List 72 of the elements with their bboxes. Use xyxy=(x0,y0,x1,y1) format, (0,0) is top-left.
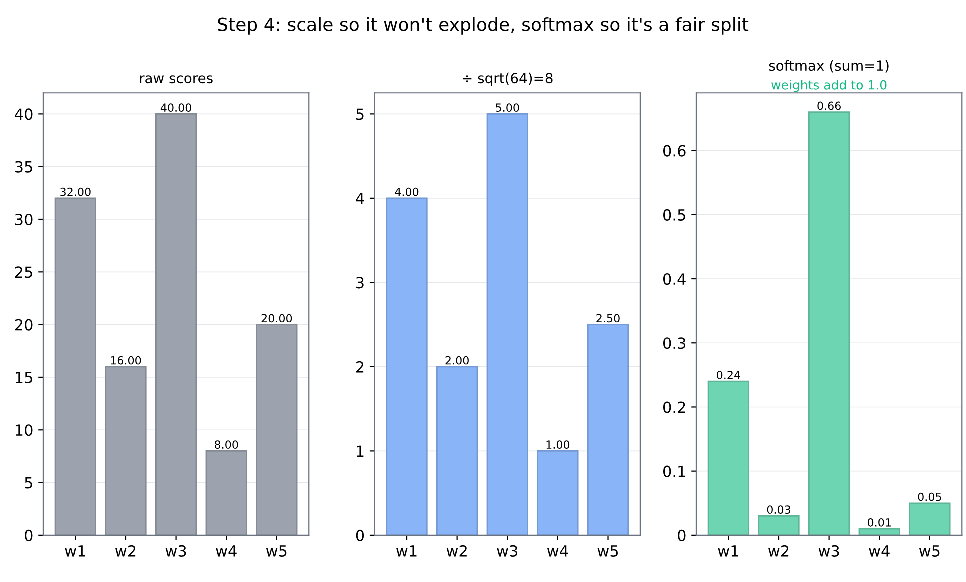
x-tick-label: w2 xyxy=(446,545,467,557)
bar xyxy=(758,516,800,536)
x-tick-label: w5 xyxy=(266,546,287,557)
data-label: 0.03 xyxy=(767,506,790,514)
bar xyxy=(909,502,951,536)
x-tick-label: w5 xyxy=(598,546,618,557)
text: weights add to 1.0 xyxy=(772,80,887,92)
x-tick-label: w4 xyxy=(216,546,237,557)
bar xyxy=(808,112,850,536)
chart-title: softmax (sum=1) xyxy=(769,60,889,73)
data-label: 1.00 xyxy=(546,440,570,450)
y-tick-label: 35 xyxy=(15,161,32,173)
bar xyxy=(155,113,198,536)
bar xyxy=(256,324,298,536)
y-tick-label: 0.4 xyxy=(663,273,686,286)
data-label: 16.00 xyxy=(111,356,142,365)
x-tick-label: w3 xyxy=(166,545,186,557)
y-tick-label: 4 xyxy=(356,193,364,204)
bar xyxy=(206,450,248,536)
bar xyxy=(54,198,96,536)
x-tick-label: w2 xyxy=(768,545,789,557)
x-tick-label: w3 xyxy=(497,545,518,557)
bar xyxy=(708,380,750,536)
y-tick-label: 1 xyxy=(357,446,364,457)
bar xyxy=(537,450,579,536)
x-tick-label: w1 xyxy=(396,546,417,557)
data-label: 0.66 xyxy=(818,102,841,110)
y-tick-label: 5 xyxy=(25,477,32,489)
data-label: 4.00 xyxy=(395,188,419,196)
y-tick-label: 20 xyxy=(15,319,33,331)
y-tick-label: 0.1 xyxy=(663,466,686,478)
chart-title: raw scores xyxy=(140,76,213,84)
data-label: 2.00 xyxy=(446,356,469,365)
bar xyxy=(486,113,528,536)
bar xyxy=(105,366,147,536)
y-tick-label: 15 xyxy=(16,372,32,384)
data-label: 40.00 xyxy=(160,104,192,112)
x-tick-label: w2 xyxy=(116,545,136,557)
y-tick-label: 0.5 xyxy=(663,209,686,221)
data-label: 0.24 xyxy=(717,371,740,380)
y-tick-label: 0.2 xyxy=(663,402,686,414)
x-tick-label: w3 xyxy=(818,545,840,557)
bar xyxy=(436,366,478,536)
x-tick-label: w1 xyxy=(718,546,738,557)
bar xyxy=(858,528,900,536)
y-tick-label: 30 xyxy=(15,214,33,226)
data-label: 0.01 xyxy=(868,518,891,527)
x-tick-label: w1 xyxy=(65,546,86,557)
data-label: 2.50 xyxy=(596,314,620,323)
y-tick-label: 10 xyxy=(16,424,33,436)
text: Step 4: scale so it won't explode, softmax so it's a fair split xyxy=(218,17,749,35)
x-tick-label: w5 xyxy=(919,546,940,557)
y-tick-label: 0.6 xyxy=(663,145,686,157)
chart-title: ÷ sqrt(64)=8 xyxy=(462,72,553,86)
data-label: 20.00 xyxy=(262,314,292,323)
y-tick-label: 0 xyxy=(678,530,686,542)
bar xyxy=(386,198,428,536)
y-tick-label: 40 xyxy=(15,108,33,120)
y-tick-label: 0 xyxy=(25,530,33,542)
data-label: 5.00 xyxy=(496,104,520,112)
data-label: 8.00 xyxy=(214,440,238,450)
x-tick-label: w4 xyxy=(869,546,890,557)
data-label: 32.00 xyxy=(60,188,91,196)
y-tick-label: 2 xyxy=(356,361,364,373)
y-tick-label: 5 xyxy=(356,108,364,120)
bar xyxy=(587,324,630,536)
data-label: 0.05 xyxy=(918,492,942,502)
x-tick-label: w4 xyxy=(547,546,568,557)
y-tick-label: 25 xyxy=(15,266,32,278)
y-tick-label: 0 xyxy=(356,530,364,542)
y-tick-label: 0.3 xyxy=(663,338,686,350)
y-tick-label: 3 xyxy=(356,277,364,289)
